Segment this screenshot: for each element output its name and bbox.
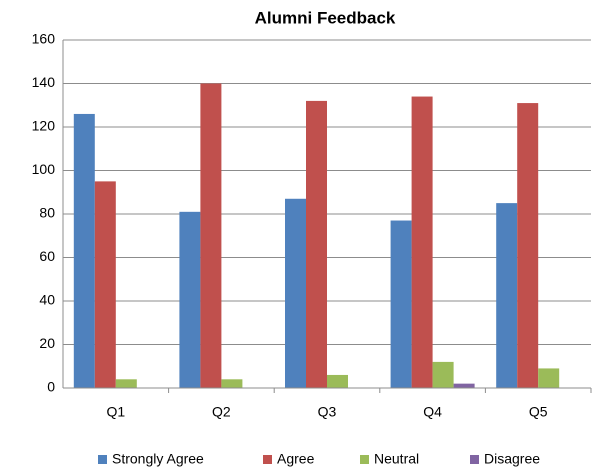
bar	[538, 368, 560, 388]
bar	[94, 181, 116, 388]
bar	[453, 383, 475, 388]
bar	[327, 374, 348, 388]
legend-swatch	[263, 455, 272, 464]
x-tick-label: Q5	[529, 404, 548, 420]
chart-title: Alumni Feedback	[255, 8, 396, 27]
legend-label: Strongly Agree	[112, 451, 204, 467]
x-tick-label: Q4	[423, 404, 442, 420]
y-tick-label: 60	[39, 248, 55, 264]
bar	[411, 96, 433, 389]
legend-swatch	[360, 455, 369, 464]
y-tick-label: 100	[32, 161, 56, 177]
y-tick-label: 0	[47, 379, 55, 395]
bar	[179, 211, 201, 388]
legend-label: Neutral	[374, 451, 419, 467]
y-tick-label: 80	[39, 205, 55, 221]
bar	[285, 198, 306, 388]
y-tick-label: 120	[32, 118, 56, 134]
bar	[306, 100, 327, 389]
legend-label: Disagree	[484, 451, 540, 467]
bar	[432, 361, 454, 388]
bar	[496, 203, 518, 388]
x-tick-label: Q2	[212, 404, 231, 420]
legend-swatch	[98, 455, 107, 464]
bar	[517, 103, 539, 388]
y-tick-label: 40	[39, 292, 55, 308]
legend-swatch	[470, 455, 479, 464]
legend-label: Agree	[277, 451, 315, 467]
bar	[221, 379, 243, 388]
bar	[73, 113, 95, 388]
bar	[200, 83, 222, 388]
bar	[390, 220, 412, 388]
bar	[115, 379, 137, 388]
y-tick-label: 140	[32, 74, 56, 90]
y-tick-label: 160	[32, 31, 56, 47]
x-tick-label: Q1	[106, 404, 125, 420]
y-tick-label: 20	[39, 335, 55, 351]
x-tick-label: Q3	[318, 404, 337, 420]
